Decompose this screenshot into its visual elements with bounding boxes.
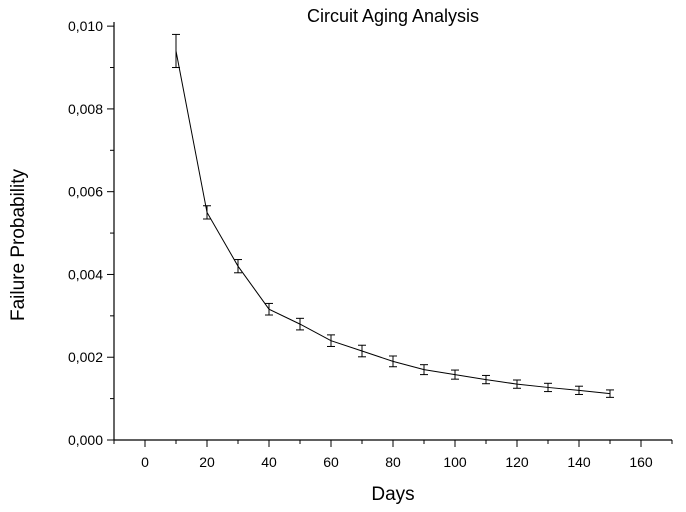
y-tick-label: 0,006 [68,184,103,200]
error-bar [265,302,273,316]
chart-title: Circuit Aging Analysis [307,6,479,26]
x-tick-label: 40 [261,454,277,470]
error-bar [203,205,211,220]
error-bar [482,374,490,385]
error-bar [544,382,552,393]
x-tick-label: 140 [567,454,591,470]
error-bar [234,259,242,274]
error-bar [513,379,521,389]
error-bar [172,33,180,69]
plot-area [172,33,614,398]
error-bar [358,344,366,358]
axes: 0 20 40 60 80 100 120 140 160 0,000 0,002 0,004 0,00… [68,18,673,470]
x-tick-label: 20 [199,454,215,470]
y-tick-label: 0,008 [68,101,103,117]
x-tick-label: 100 [443,454,467,470]
series-line [175,50,611,395]
error-bar [389,355,397,368]
y-axis-label: Failure Probability [8,168,29,321]
x-axis-label: Days [371,484,414,505]
y-tick-label: 0,002 [68,349,103,365]
x-tick-label: 0 [141,454,149,470]
error-bar [575,385,583,395]
error-bar [606,389,614,398]
error-bar [451,369,459,380]
error-bar [296,317,304,331]
x-tick-label: 80 [385,454,401,470]
x-tick-label: 60 [323,454,339,470]
x-tick-label: 160 [629,454,653,470]
y-tick-label: 0,004 [68,266,103,282]
y-tick-label: 0,000 [68,432,103,448]
x-tick-label: 120 [505,454,529,470]
error-bar [420,364,428,376]
y-tick-label: 0,010 [68,18,103,34]
error-bar [327,334,335,347]
